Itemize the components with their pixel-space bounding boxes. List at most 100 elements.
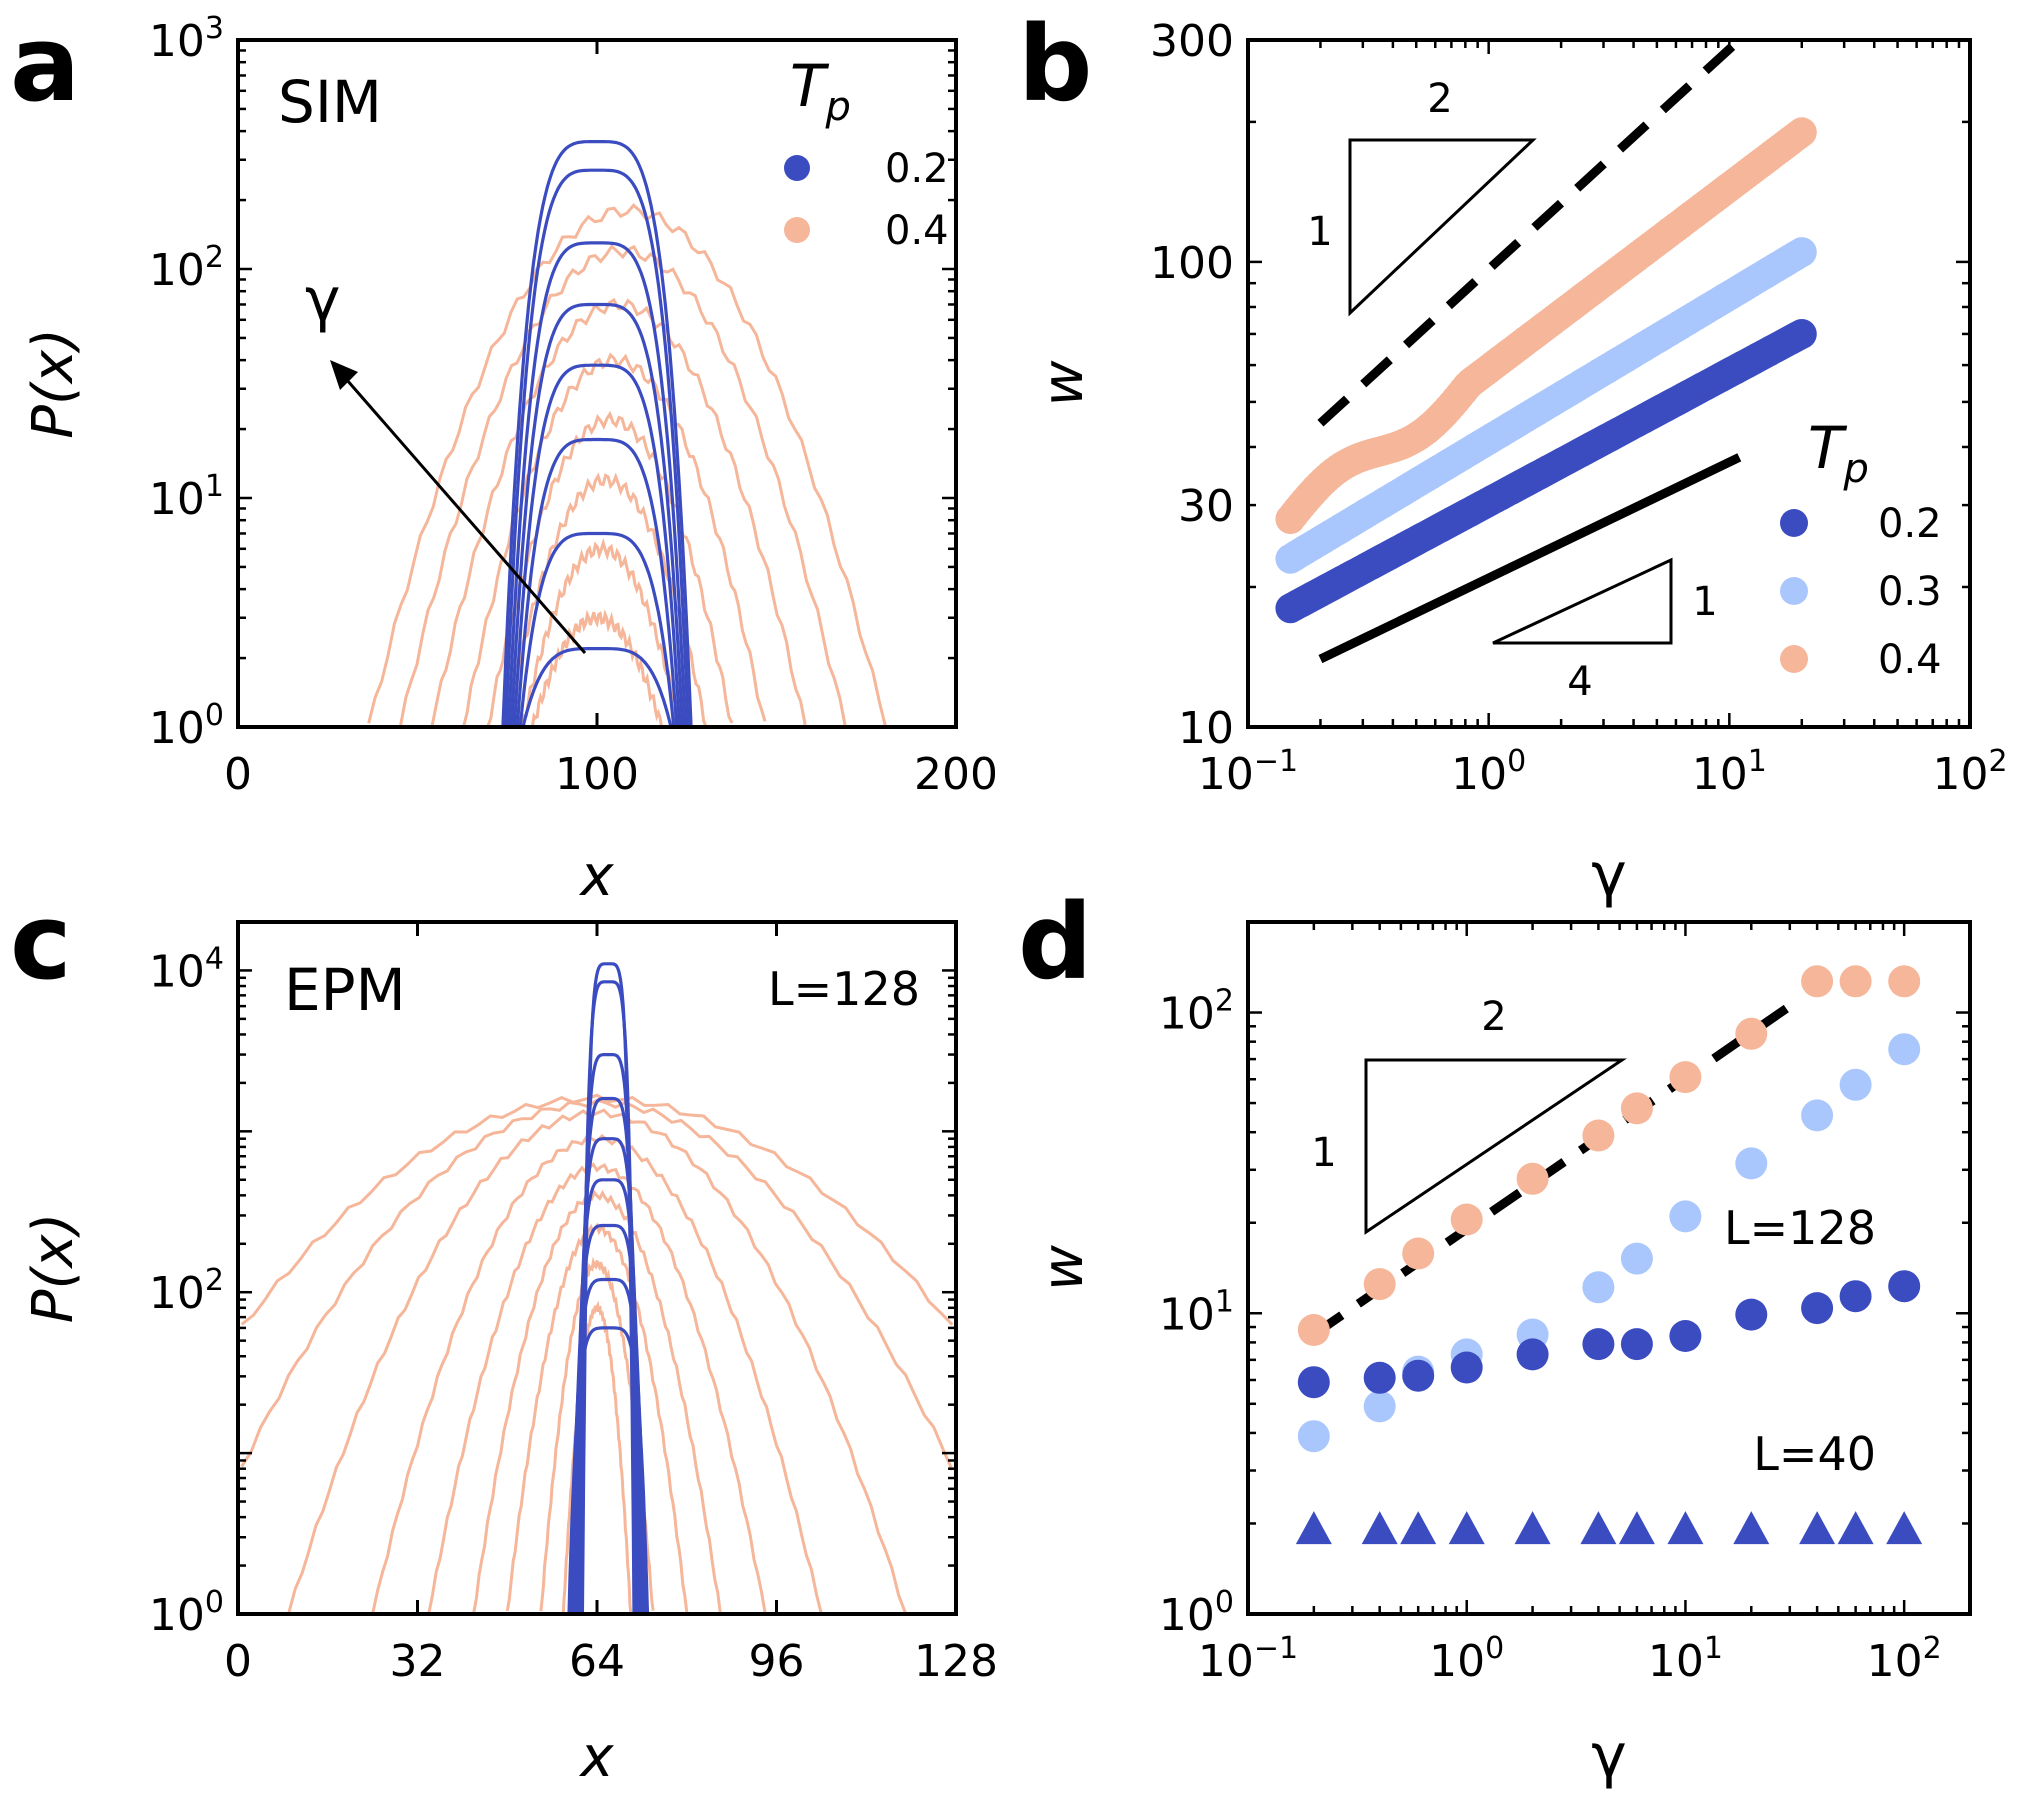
series-0.3 L=128-point (1801, 1099, 1834, 1132)
series-0.4 L=128-point (1801, 965, 1834, 998)
gamma-arrow-label: γ (305, 265, 341, 335)
legend-marker (784, 217, 810, 243)
series-0.4-curve (505, 1222, 689, 1613)
slope-triangle-upper (1348, 138, 1537, 317)
slope-run-label: 4 (1567, 659, 1592, 705)
y-tick-label: 104 (149, 941, 224, 997)
panel-b-frame (1246, 38, 1972, 729)
series-0.4 L=128-point (1620, 1092, 1653, 1125)
series-0.2 L=128-point (1402, 1359, 1435, 1392)
panel-letter-d: d (1018, 881, 1092, 1003)
x-tick-label: 102 (1867, 1631, 1942, 1687)
series-0.4-curve (371, 1133, 823, 1615)
x-tick-label: 100 (1429, 1631, 1504, 1687)
y-axis-label: P(x) (21, 1213, 86, 1324)
panel-letter-c: c (10, 881, 72, 1003)
y-tick-label: 103 (149, 11, 224, 67)
legend-marker (1780, 577, 1808, 605)
x-axis-label: x (578, 1725, 614, 1790)
series-0.4 L=128-point (1516, 1162, 1549, 1195)
y-tick-label: 100 (149, 698, 224, 754)
label-l40: L=40 (1753, 1427, 1876, 1481)
legend-label: 0.2 (885, 146, 949, 192)
series-0.2 L=40-point (1295, 1511, 1332, 1545)
legend-title: Tp (1808, 414, 1869, 492)
x-tick-label: 10−1 (1198, 744, 1298, 800)
series-0.4 L=128-point (1735, 1017, 1768, 1050)
slope-rise-label: 1 (1311, 1130, 1336, 1176)
x-tick-label: 64 (569, 1636, 625, 1687)
slope-run-label: 2 (1427, 76, 1452, 122)
panel-b: 2 1 1 4 10−1 100 101 102 10 30 100 300 γ w Tp0.2 0.3 0.4 (1031, 16, 2008, 910)
y-tick-label: 102 (149, 240, 224, 296)
annotation-sim: SIM (278, 68, 382, 136)
series-0.4 L=128-point (1363, 1268, 1396, 1301)
x-tick-label: 100 (555, 749, 639, 800)
x-tick-label: 101 (1692, 744, 1767, 800)
series-0.4 L=128-point (1450, 1203, 1483, 1236)
series-0.2-curve (512, 363, 682, 728)
legend-label: 0.4 (885, 208, 949, 254)
legend-label: 0.4 (1878, 637, 1942, 683)
series-0.4 L=128-point (1839, 965, 1872, 998)
series-0.4-curve (427, 1162, 767, 1615)
series-0.4-curve (520, 537, 682, 728)
series-0.2 L=40-point (1733, 1511, 1770, 1545)
series-0.2-curve (504, 168, 690, 728)
series-0.2 L=40-point (1618, 1511, 1655, 1545)
x-axis-label: x (578, 844, 614, 909)
solid-guide-line (1318, 453, 1742, 664)
series-0.2 L=40-point (1799, 1511, 1836, 1545)
series-0.3 L=128-point (1363, 1390, 1396, 1423)
series-0.2-curve (521, 646, 673, 728)
label-l128: L=128 (1724, 1201, 1876, 1255)
series-0.2 L=40-point (1448, 1511, 1485, 1545)
series-0.4-curve (367, 203, 888, 728)
x-axis-label: γ (1591, 840, 1627, 910)
series-0.4-point (1786, 117, 1817, 148)
series-0.2 L=128-point (1450, 1351, 1483, 1384)
x-tick-label: 96 (749, 1636, 805, 1687)
y-axis-label: w (1031, 1245, 1096, 1291)
series-0.2-curve (501, 140, 693, 728)
series-0.2 L=128-point (1620, 1328, 1653, 1361)
y-axis-label: w (1031, 360, 1096, 406)
legend-label: 0.2 (1878, 501, 1942, 547)
y-tick-label: 300 (1150, 16, 1234, 67)
y-tick-label: 100 (1150, 238, 1234, 289)
x-tick-label: 32 (390, 1636, 446, 1687)
y-tick-label: 101 (1159, 1284, 1234, 1340)
gamma-arrow (338, 371, 587, 654)
series-0.4-curve (398, 243, 847, 728)
series-0.3 L=128-point (1669, 1200, 1702, 1233)
legend-marker (784, 155, 810, 181)
panel-letter-b: b (1018, 3, 1092, 125)
series-0.3 L=128-point (1297, 1420, 1330, 1453)
legend-title: Tp (790, 52, 851, 130)
y-tick-label: 102 (149, 1263, 224, 1319)
series-0.2 L=128-point (1669, 1320, 1702, 1352)
slope-triangle-lower (1492, 557, 1673, 645)
x-tick-label: 102 (1932, 744, 2007, 800)
series-0.4-curve (486, 410, 734, 727)
series-0.2 L=40-point (1361, 1511, 1398, 1545)
series-0.2 L=128-point (1888, 1270, 1921, 1303)
y-tick-label: 30 (1178, 481, 1234, 532)
series-0.2 L=40-point (1837, 1511, 1874, 1545)
slope-rise-label: 1 (1692, 579, 1717, 625)
series-0.4 L=128-point (1669, 1061, 1702, 1094)
series-0.4-curve (472, 1189, 722, 1615)
series-0.2 L=128-point (1363, 1361, 1396, 1394)
y-tick-label: 100 (1159, 1585, 1234, 1641)
series-0.4 L=128-point (1297, 1314, 1330, 1346)
slope-triangle (1364, 1058, 1627, 1235)
series-0.2 L=128-point (1582, 1328, 1615, 1361)
series-0.2-point (1786, 319, 1817, 349)
series-0.3-point (1786, 237, 1817, 268)
y-axis-label: P(x) (21, 328, 86, 439)
series-0.2 L=40-point (1514, 1511, 1551, 1545)
series-0.2 L=128-point (1735, 1298, 1768, 1331)
